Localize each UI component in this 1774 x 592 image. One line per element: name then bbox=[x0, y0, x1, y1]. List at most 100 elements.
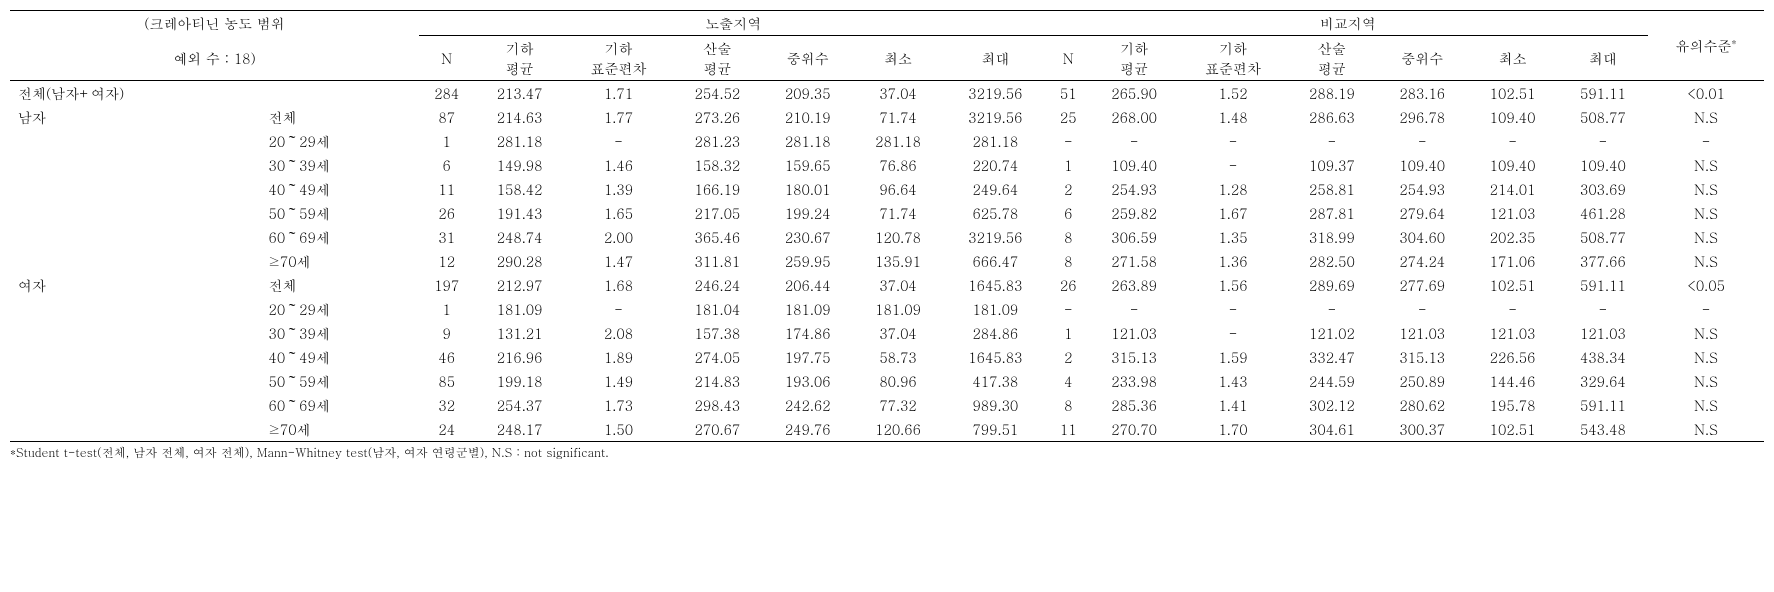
cell: 302.12 bbox=[1287, 393, 1377, 417]
col-am2: 산술평균 bbox=[1287, 36, 1377, 81]
cell: 281.23 bbox=[672, 129, 762, 153]
cell: 1.50 bbox=[565, 417, 672, 442]
cell: 259.82 bbox=[1089, 201, 1179, 225]
cell: 109.37 bbox=[1287, 153, 1377, 177]
cell: 209.35 bbox=[763, 81, 853, 106]
cell: 377.66 bbox=[1558, 249, 1648, 273]
cell: 181.09 bbox=[853, 297, 943, 321]
cell: - bbox=[1287, 297, 1377, 321]
cell: 283.16 bbox=[1377, 81, 1467, 106]
col-md2: 중위수 bbox=[1377, 36, 1467, 81]
cell: 1.68 bbox=[565, 273, 672, 297]
cell: - bbox=[1558, 297, 1648, 321]
cell: 290.28 bbox=[474, 249, 564, 273]
cell: 121.03 bbox=[1558, 321, 1648, 345]
cell: 11 bbox=[419, 177, 474, 201]
cell: 214.83 bbox=[672, 369, 762, 393]
cell: 109.40 bbox=[1467, 105, 1557, 129]
cell: 265.90 bbox=[1089, 81, 1179, 106]
cell: 149.98 bbox=[474, 153, 564, 177]
cell: 195.78 bbox=[1467, 393, 1557, 417]
cell: - bbox=[1377, 129, 1467, 153]
cell: 666.47 bbox=[943, 249, 1047, 273]
cell: N.S bbox=[1648, 249, 1764, 273]
cell: 남자 bbox=[10, 105, 209, 129]
cell: 30～39세 bbox=[209, 321, 419, 345]
cell bbox=[209, 81, 419, 106]
cell: 109.40 bbox=[1377, 153, 1467, 177]
cell: 71.74 bbox=[853, 201, 943, 225]
cell: 417.38 bbox=[943, 369, 1047, 393]
cell: 284.86 bbox=[943, 321, 1047, 345]
cell: N.S bbox=[1648, 393, 1764, 417]
table-row: 60～69세31248.742.00365.46230.67120.783219… bbox=[10, 225, 1764, 249]
cell: 12 bbox=[419, 249, 474, 273]
cell: 1.48 bbox=[1179, 105, 1286, 129]
header-creatinine: (크레아티닌 농도 범위 bbox=[10, 11, 419, 36]
cell: 37.04 bbox=[853, 81, 943, 106]
cell: 37.04 bbox=[853, 273, 943, 297]
cell: 121.03 bbox=[1467, 321, 1557, 345]
cell: 1.39 bbox=[565, 177, 672, 201]
cell bbox=[10, 249, 209, 273]
col-am1: 산술평균 bbox=[672, 36, 762, 81]
cell: 315.13 bbox=[1377, 345, 1467, 369]
cell bbox=[10, 177, 209, 201]
table-row: 전체(남자+여자)284213.471.71254.52209.3537.043… bbox=[10, 81, 1764, 106]
cell: 1.46 bbox=[565, 153, 672, 177]
cell: 226.56 bbox=[1467, 345, 1557, 369]
cell: 31 bbox=[419, 225, 474, 249]
table-row: 50～59세26191.431.65217.05199.2471.74625.7… bbox=[10, 201, 1764, 225]
cell: 3219.56 bbox=[943, 225, 1047, 249]
cell: 3219.56 bbox=[943, 105, 1047, 129]
cell: - bbox=[1467, 129, 1557, 153]
cell: 214.01 bbox=[1467, 177, 1557, 201]
table-row: 20～29세1181.09-181.04181.09181.09181.09--… bbox=[10, 297, 1764, 321]
cell: - bbox=[1179, 321, 1286, 345]
cell: 461.28 bbox=[1558, 201, 1648, 225]
cell: 37.04 bbox=[853, 321, 943, 345]
cell: 246.24 bbox=[672, 273, 762, 297]
header-sig: 유의수준* bbox=[1648, 11, 1764, 81]
cell: 989.30 bbox=[943, 393, 1047, 417]
cell: 50～59세 bbox=[209, 201, 419, 225]
cell: 304.60 bbox=[1377, 225, 1467, 249]
cell: N.S bbox=[1648, 201, 1764, 225]
cell: - bbox=[1179, 129, 1286, 153]
table-row: 남자전체87214.631.77273.26210.1971.743219.56… bbox=[10, 105, 1764, 129]
cell bbox=[10, 393, 209, 417]
cell: 85 bbox=[419, 369, 474, 393]
cell: 286.63 bbox=[1287, 105, 1377, 129]
cell: 300.37 bbox=[1377, 417, 1467, 442]
cell: 230.67 bbox=[763, 225, 853, 249]
cell: 102.51 bbox=[1467, 273, 1557, 297]
cell: 25 bbox=[1048, 105, 1089, 129]
header-region-exposed: 노출지역 bbox=[419, 11, 1048, 36]
cell: 1.56 bbox=[1179, 273, 1286, 297]
cell: 329.64 bbox=[1558, 369, 1648, 393]
cell: 180.01 bbox=[763, 177, 853, 201]
cell: 249.64 bbox=[943, 177, 1047, 201]
cell: <0.01 bbox=[1648, 81, 1764, 106]
cell: - bbox=[1648, 129, 1764, 153]
cell: 1.41 bbox=[1179, 393, 1286, 417]
cell: - bbox=[1089, 297, 1179, 321]
cell: 287.81 bbox=[1287, 201, 1377, 225]
cell: 109.40 bbox=[1089, 153, 1179, 177]
cell bbox=[10, 297, 209, 321]
cell: 131.21 bbox=[474, 321, 564, 345]
cell: 174.86 bbox=[763, 321, 853, 345]
cell bbox=[10, 321, 209, 345]
cell: 438.34 bbox=[1558, 345, 1648, 369]
cell: 58.73 bbox=[853, 345, 943, 369]
cell: 181.09 bbox=[474, 297, 564, 321]
cell: 277.69 bbox=[1377, 273, 1467, 297]
cell: 2 bbox=[1048, 345, 1089, 369]
cell: 2.00 bbox=[565, 225, 672, 249]
cell: 318.99 bbox=[1287, 225, 1377, 249]
cell: 6 bbox=[419, 153, 474, 177]
table-row: 40～49세46216.961.89274.05197.7558.731645.… bbox=[10, 345, 1764, 369]
cell: 244.59 bbox=[1287, 369, 1377, 393]
cell: 263.89 bbox=[1089, 273, 1179, 297]
cell: 233.98 bbox=[1089, 369, 1179, 393]
